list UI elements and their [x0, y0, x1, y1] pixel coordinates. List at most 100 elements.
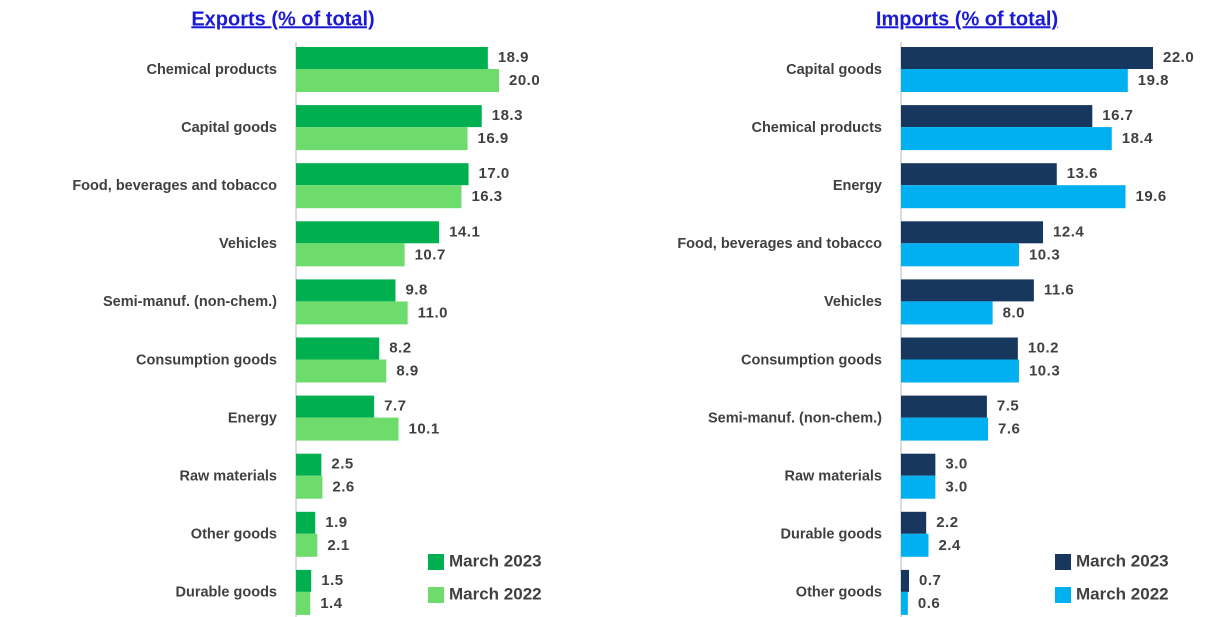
chart-title: Imports (% of total): [876, 8, 1058, 30]
category-label: Vehicles: [824, 294, 882, 310]
bar: [296, 337, 380, 360]
bar: [296, 127, 468, 151]
bar: [901, 337, 1018, 360]
bar: [901, 163, 1057, 186]
value-label: 20.0: [509, 72, 540, 89]
bar: [296, 591, 311, 615]
category-label: Durable goods: [175, 585, 277, 601]
bar: [296, 185, 462, 209]
bar: [296, 243, 405, 267]
legend-swatch: [1055, 587, 1071, 603]
bar: [296, 221, 440, 244]
value-label: 16.3: [471, 188, 502, 205]
bar: [296, 69, 499, 92]
category-label: Vehicles: [219, 236, 277, 252]
value-label: 10.1: [409, 421, 440, 438]
bar: [901, 395, 987, 418]
category-label: Food, beverages and tobacco: [72, 178, 277, 194]
category-label: Durable goods: [780, 527, 882, 543]
value-label: 19.8: [1138, 72, 1169, 89]
bar: [901, 359, 1019, 383]
value-label: 10.3: [1029, 362, 1060, 379]
category-label: Capital goods: [181, 120, 277, 136]
bar: [901, 127, 1112, 151]
chart-title: Exports (% of total): [191, 8, 374, 30]
value-label: 9.8: [405, 281, 427, 298]
value-label: 18.3: [492, 107, 523, 124]
bar: [901, 69, 1128, 92]
value-label: 11.6: [1044, 281, 1074, 298]
value-label: 3.0: [945, 479, 967, 496]
value-label: 1.5: [321, 572, 343, 589]
category-label: Semi-manuf. (non-chem.): [708, 410, 882, 426]
bar: [296, 163, 469, 186]
category-label: Semi-manuf. (non-chem.): [103, 294, 277, 310]
bar: [296, 511, 316, 534]
value-label: 7.6: [998, 421, 1020, 438]
value-label: 1.9: [325, 514, 347, 531]
category-label: Raw materials: [784, 469, 882, 485]
category-label: Other goods: [796, 585, 882, 601]
bar: [901, 569, 910, 592]
value-label: 7.7: [384, 398, 406, 415]
value-label: 7.5: [997, 398, 1019, 415]
bar: [296, 47, 488, 69]
legend-label: March 2022: [1076, 584, 1169, 603]
bar: [296, 417, 399, 441]
category-label: Chemical products: [751, 120, 882, 136]
value-label: 0.6: [918, 595, 940, 612]
value-label: 1.4: [320, 595, 343, 612]
bar: [296, 533, 318, 557]
category-label: Other goods: [191, 527, 277, 543]
bar: [296, 475, 323, 499]
value-label: 3.0: [945, 456, 967, 473]
bar: [901, 511, 927, 534]
value-label: 13.6: [1067, 165, 1098, 182]
value-label: 2.5: [331, 456, 353, 473]
bar: [296, 359, 387, 383]
value-label: 10.7: [415, 246, 446, 263]
bar: [296, 569, 312, 592]
bar: [901, 417, 989, 441]
value-label: 17.0: [479, 165, 510, 182]
value-label: 8.2: [389, 339, 411, 356]
category-label: Food, beverages and tobacco: [677, 236, 882, 252]
value-label: 11.0: [418, 304, 448, 321]
value-label: 16.7: [1102, 107, 1133, 124]
value-label: 22.0: [1163, 49, 1194, 66]
value-label: 0.7: [919, 572, 941, 589]
value-label: 18.4: [1122, 130, 1153, 147]
category-label: Capital goods: [786, 62, 882, 78]
legend-swatch: [428, 554, 444, 570]
bar: [901, 185, 1126, 209]
bar: [901, 591, 908, 615]
category-label: Consumption goods: [741, 352, 882, 368]
category-label: Energy: [228, 410, 277, 426]
bar: [901, 105, 1093, 128]
bar: [901, 47, 1153, 69]
value-label: 8.0: [1003, 304, 1025, 321]
bar: [901, 279, 1034, 302]
value-label: 2.6: [332, 479, 354, 496]
value-label: 10.3: [1029, 246, 1060, 263]
bar: [901, 533, 929, 557]
value-label: 12.4: [1053, 223, 1084, 240]
value-label: 16.9: [478, 130, 509, 147]
value-label: 18.9: [498, 49, 529, 66]
category-label: Chemical products: [146, 62, 277, 78]
value-label: 2.2: [936, 514, 958, 531]
bar: [901, 243, 1019, 267]
legend-label: March 2022: [449, 584, 542, 603]
category-label: Raw materials: [179, 469, 277, 485]
bar: [901, 475, 936, 499]
legend-swatch: [1055, 554, 1071, 570]
value-label: 10.2: [1028, 339, 1059, 356]
value-label: 2.4: [938, 537, 961, 554]
bar: [901, 301, 993, 325]
bar: [296, 279, 396, 302]
bar: [296, 395, 375, 418]
value-label: 14.1: [449, 223, 480, 240]
bar: [296, 301, 408, 325]
legend-label: March 2023: [1076, 551, 1169, 570]
